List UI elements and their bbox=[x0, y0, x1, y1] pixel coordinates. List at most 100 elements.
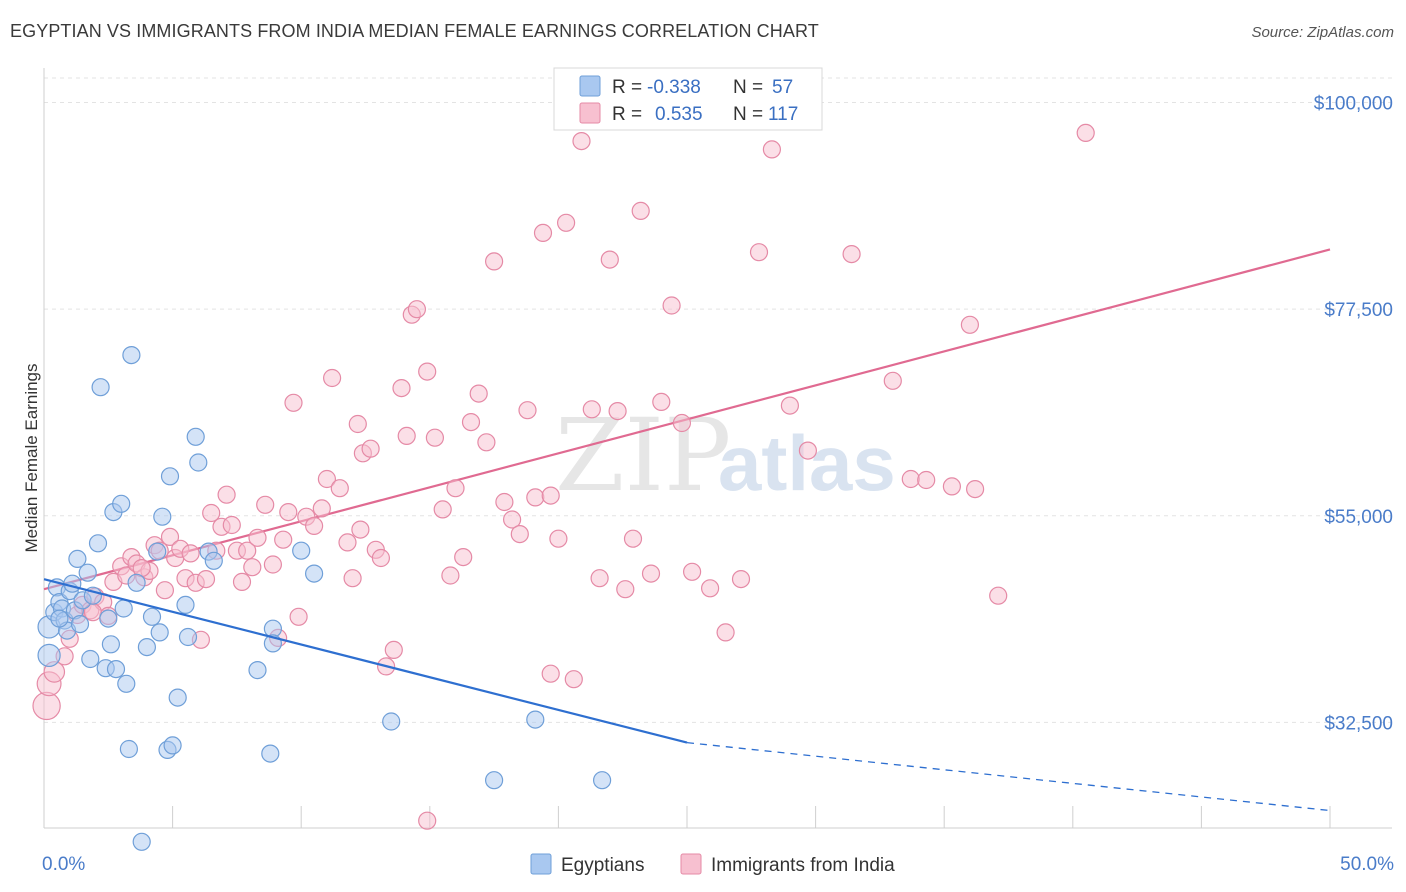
data-point bbox=[150, 623, 169, 642]
legend-swatch-egyptians bbox=[579, 75, 601, 97]
data-point bbox=[960, 315, 980, 334]
data-point bbox=[323, 368, 342, 388]
data-point bbox=[106, 659, 126, 679]
data-point bbox=[556, 213, 576, 232]
data-point bbox=[122, 346, 141, 365]
data-point bbox=[446, 479, 465, 498]
data-point bbox=[256, 495, 275, 514]
data-point bbox=[541, 664, 560, 683]
data-point bbox=[901, 469, 920, 489]
trend-line-dashed bbox=[686, 741, 1331, 812]
data-point bbox=[616, 580, 635, 599]
y-tick-label: $77,500 bbox=[1324, 300, 1393, 321]
data-point bbox=[204, 551, 223, 570]
legend-swatch-bottom-egyptians bbox=[530, 853, 552, 875]
data-point bbox=[495, 492, 514, 512]
data-point bbox=[485, 252, 504, 271]
data-point bbox=[454, 547, 473, 567]
data-point bbox=[541, 486, 560, 505]
data-point bbox=[477, 433, 496, 452]
legend-label-immigrants-from-india: Immigrants from India bbox=[711, 855, 895, 876]
y-tick-label: $55,000 bbox=[1324, 507, 1393, 528]
legend-r-label-india: R = bbox=[612, 104, 642, 125]
data-point bbox=[351, 520, 370, 539]
data-point bbox=[248, 660, 267, 680]
data-point bbox=[631, 201, 650, 220]
data-point bbox=[289, 607, 308, 626]
data-point bbox=[117, 674, 136, 693]
data-point bbox=[989, 586, 1008, 605]
data-point bbox=[392, 379, 411, 398]
data-point bbox=[78, 563, 97, 582]
data-point bbox=[119, 739, 138, 759]
data-point bbox=[88, 534, 108, 553]
data-point bbox=[461, 413, 481, 432]
legend-label-egyptians: Egyptians bbox=[561, 855, 644, 876]
data-point bbox=[99, 609, 118, 628]
data-point bbox=[112, 494, 131, 513]
data-point bbox=[672, 413, 692, 433]
y-tick-label: $32,500 bbox=[1324, 713, 1393, 734]
data-point bbox=[114, 599, 133, 618]
data-point bbox=[608, 402, 627, 421]
data-point bbox=[641, 564, 661, 583]
data-point bbox=[397, 426, 416, 445]
data-point bbox=[942, 477, 962, 496]
data-point bbox=[652, 392, 671, 411]
data-point bbox=[168, 688, 187, 707]
data-point bbox=[842, 245, 861, 264]
data-point bbox=[32, 691, 61, 721]
data-point bbox=[600, 250, 619, 269]
data-point bbox=[160, 527, 180, 547]
data-point bbox=[582, 400, 601, 419]
data-point bbox=[155, 581, 174, 600]
data-point bbox=[361, 439, 380, 458]
data-point bbox=[279, 502, 298, 522]
data-point bbox=[731, 569, 751, 589]
data-point bbox=[917, 470, 936, 490]
data-point bbox=[101, 635, 121, 654]
data-point bbox=[186, 427, 205, 446]
chart-title: EGYPTIAN VS IMMIGRANTS FROM INDIA MEDIAN… bbox=[10, 21, 819, 41]
y-axis-label: Median Female Earnings bbox=[22, 364, 41, 553]
data-point bbox=[202, 503, 221, 523]
data-point bbox=[248, 528, 267, 547]
data-point bbox=[518, 401, 537, 420]
series-legend: Egyptians Immigrants from India bbox=[530, 853, 895, 876]
data-point bbox=[433, 500, 452, 519]
legend-n-value-egyptians: 57 bbox=[772, 77, 793, 98]
data-point bbox=[217, 485, 236, 504]
data-point bbox=[662, 296, 681, 315]
data-point bbox=[549, 529, 568, 548]
legend-n-label-egyptians: N = bbox=[733, 77, 763, 98]
data-point bbox=[485, 771, 504, 790]
data-point bbox=[572, 132, 591, 151]
data-point bbox=[274, 530, 293, 549]
data-point bbox=[338, 533, 357, 552]
data-point bbox=[441, 566, 460, 585]
data-point bbox=[196, 569, 216, 589]
y-axis-ticks: $32,500 $55,000 $77,500 $100,000 bbox=[1314, 94, 1393, 735]
data-point bbox=[148, 542, 167, 561]
x-tick-label: 0.0% bbox=[42, 854, 85, 875]
data-point bbox=[284, 393, 303, 412]
data-point bbox=[425, 428, 444, 447]
data-point bbox=[533, 223, 553, 242]
data-point bbox=[590, 569, 609, 588]
data-point bbox=[153, 507, 172, 526]
data-point bbox=[798, 441, 818, 460]
trend-line-solid bbox=[43, 578, 688, 744]
data-point bbox=[526, 488, 545, 507]
data-point bbox=[312, 499, 331, 518]
data-point bbox=[762, 140, 782, 159]
data-point bbox=[292, 541, 311, 560]
data-point bbox=[50, 609, 69, 628]
watermark: ZIP atlas bbox=[555, 397, 896, 514]
chart-source: Source: ZipAtlas.com bbox=[1251, 24, 1394, 41]
data-point bbox=[238, 541, 257, 560]
data-point bbox=[965, 480, 985, 499]
data-point bbox=[384, 640, 403, 660]
data-point bbox=[160, 467, 180, 486]
data-point bbox=[382, 712, 401, 731]
